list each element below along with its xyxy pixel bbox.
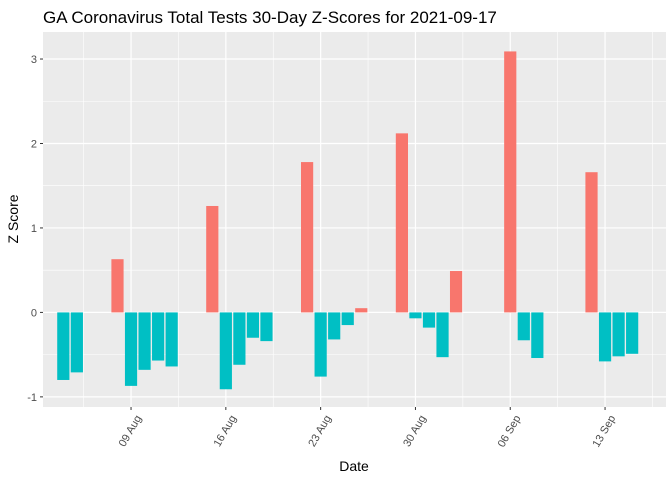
- bar: [111, 259, 124, 313]
- bar: [598, 312, 612, 362]
- bar: [260, 312, 273, 342]
- x-tick-label: 30 Aug: [401, 413, 429, 449]
- x-tick-label: 13 Sep: [590, 413, 618, 449]
- y-axis: -1 0 1 2 3: [27, 54, 43, 404]
- bar: [138, 312, 151, 370]
- bar: [206, 205, 219, 313]
- y-tick-label: 0: [31, 307, 37, 319]
- bars: [57, 51, 639, 390]
- grid-minor: [43, 32, 666, 407]
- bar: [409, 312, 422, 319]
- x-axis-title: Date: [339, 458, 369, 474]
- bar: [436, 312, 449, 358]
- bar: [328, 312, 341, 340]
- x-tick-label: 16 Aug: [212, 413, 240, 449]
- bar: [517, 312, 530, 341]
- y-tick-label: 2: [31, 138, 37, 150]
- bar: [70, 312, 83, 373]
- x-tick-label: 09 Aug: [117, 413, 145, 449]
- bar: [585, 172, 598, 313]
- x-axis: 09 Aug 16 Aug 23 Aug 30 Aug 06 Sep 13 Sep: [117, 407, 618, 450]
- bar: [504, 51, 517, 313]
- bar: [355, 308, 368, 313]
- bar: [124, 312, 138, 386]
- bar: [626, 312, 639, 354]
- bar: [219, 312, 232, 390]
- bar: [233, 312, 246, 365]
- bar: [422, 312, 436, 328]
- y-tick-label: 1: [31, 223, 37, 235]
- bar: [301, 162, 314, 313]
- chart-title: GA Coronavirus Total Tests 30-Day Z-Scor…: [43, 8, 497, 27]
- bar: [152, 312, 165, 361]
- bar: [531, 312, 544, 359]
- bar: [612, 312, 625, 357]
- y-axis-title: Z Score: [5, 194, 21, 243]
- bar: [246, 312, 260, 338]
- bar: [57, 312, 70, 380]
- y-tick-label: 3: [31, 54, 37, 66]
- bar: [395, 133, 408, 313]
- bar: [341, 312, 354, 326]
- bar: [165, 312, 178, 367]
- y-tick-label: -1: [27, 392, 37, 404]
- x-tick-label: 23 Aug: [306, 413, 334, 449]
- x-tick-label: 06 Sep: [496, 413, 524, 449]
- bar: [449, 271, 463, 313]
- bar: [314, 312, 327, 377]
